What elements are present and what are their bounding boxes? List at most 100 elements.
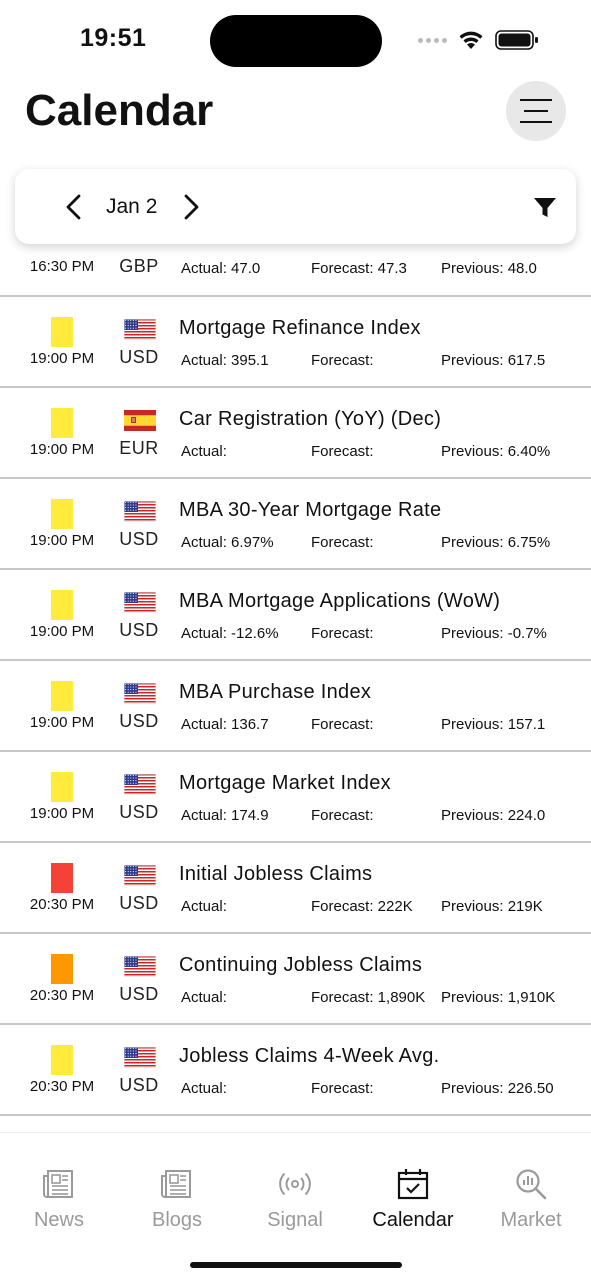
event-values: Actual: Forecast: Previous: 226.50 — [181, 1080, 581, 1100]
previous-value: Previous: 157.1 — [441, 716, 546, 733]
impact-indicator — [51, 317, 73, 347]
event-time: 20:30 PM — [29, 987, 95, 1004]
event-currency: USD — [119, 347, 159, 367]
status-time: 19:51 — [80, 24, 147, 52]
tab-calendar[interactable]: Calendar — [354, 1167, 472, 1232]
calendar-check-icon — [397, 1169, 429, 1200]
event-time: 19:00 PM — [29, 623, 95, 640]
filter-icon[interactable] — [531, 194, 559, 222]
event-name: Initial Jobless Claims — [179, 863, 373, 885]
event-currency: EUR — [119, 438, 159, 458]
actual-value: Actual: — [181, 1080, 227, 1097]
previous-value: Previous: 48.0 — [441, 260, 537, 277]
event-currency: USD — [119, 893, 159, 913]
actual-value: Actual: 6.97% — [181, 534, 274, 551]
event-values: Actual: 47.0 Forecast: 47.3 Previous: 48.0 — [181, 260, 581, 280]
event-row[interactable]: 20:30 PM USD Initial Jobless Claims Actual:… — [0, 843, 591, 934]
previous-value: Previous: 6.40% — [441, 443, 551, 460]
tab-blogs[interactable]: Blogs — [118, 1167, 236, 1232]
forecast-value: Forecast: — [311, 716, 374, 733]
event-time: 20:30 PM — [29, 1078, 95, 1095]
event-row[interactable]: 19:00 PM USD Mortgage Refinance Index Actua… — [0, 297, 591, 388]
us-flag-icon — [124, 592, 156, 613]
chevron-left-icon[interactable] — [59, 192, 89, 222]
tab-news[interactable]: News — [0, 1167, 118, 1232]
us-flag-icon — [124, 865, 156, 886]
event-time: 19:00 PM — [29, 441, 95, 458]
actual-value: Actual: 136.7 — [181, 716, 269, 733]
event-values: Actual: 395.1 Forecast: Previous: 617.5 — [181, 352, 581, 372]
event-time: 19:00 PM — [29, 532, 95, 549]
home-indicator — [190, 1262, 402, 1268]
event-name: Mortgage Market Index — [179, 772, 391, 794]
forecast-value: Forecast: — [311, 625, 374, 642]
tab-label: Signal — [267, 1209, 323, 1231]
event-row[interactable]: 19:00 PM USD MBA Mortgage Applications (Wo… — [0, 570, 591, 661]
us-flag-icon — [124, 774, 156, 795]
previous-value: Previous: 224.0 — [441, 807, 546, 824]
newspaper-icon — [43, 1170, 73, 1198]
actual-value: Actual: — [181, 443, 227, 460]
event-values: Actual: 6.97% Forecast: Previous: 6.75% — [181, 534, 581, 554]
impact-indicator — [51, 772, 73, 802]
previous-value: Previous: -0.7% — [441, 625, 547, 642]
previous-value: Previous: 219K — [441, 898, 543, 915]
actual-value: Actual: 395.1 — [181, 352, 269, 369]
forecast-value: Forecast: 1,890K — [311, 989, 426, 1006]
us-flag-icon — [124, 501, 156, 522]
battery-icon — [495, 30, 538, 50]
event-time: 16:30 PM — [29, 258, 95, 275]
impact-indicator — [51, 954, 73, 984]
event-name: Jobless Claims 4-Week Avg. — [179, 1045, 440, 1067]
actual-value: Actual: 47.0 — [181, 260, 261, 277]
event-name: MBA 30-Year Mortgage Rate — [179, 499, 442, 521]
tab-signal[interactable]: Signal — [236, 1167, 354, 1232]
event-row[interactable]: 16:30 PM GBP Actual: 47.0 Forecast: 47.3 Pre… — [0, 244, 591, 297]
chevron-right-icon[interactable] — [176, 192, 206, 222]
event-name: MBA Mortgage Applications (WoW) — [179, 590, 501, 612]
actual-value: Actual: 174.9 — [181, 807, 269, 824]
tab-label: Blogs — [151, 1209, 203, 1231]
event-row[interactable]: 19:00 PM USD MBA 30-Year Mortgage Rate Actu… — [0, 479, 591, 570]
wifi-icon — [459, 31, 483, 49]
event-row[interactable]: 20:30 PM USD Continuing Jobless Claims Actu… — [0, 934, 591, 1025]
event-name: MBA Purchase Index — [179, 681, 372, 703]
status-bar: 19:51 — [0, 0, 591, 80]
forecast-value: Forecast: — [311, 807, 374, 824]
event-row[interactable]: 20:30 PM USD Jobless Claims 4-Week Avg. Act… — [0, 1025, 591, 1116]
menu-button[interactable] — [506, 81, 566, 141]
us-flag-icon — [124, 683, 156, 704]
tab-label: Calendar — [372, 1209, 454, 1231]
event-values: Actual: Forecast: 222K Previous: 219K — [181, 898, 581, 918]
event-currency: USD — [119, 1075, 159, 1095]
event-values: Actual: 174.9 Forecast: Previous: 224.0 — [181, 807, 581, 827]
previous-value: Previous: 226.50 — [441, 1080, 554, 1097]
cellular-signal-icon — [418, 37, 447, 43]
event-currency: USD — [119, 984, 159, 1004]
broadcast-icon — [279, 1172, 311, 1196]
newspaper-icon — [161, 1170, 191, 1198]
forecast-value: Forecast: — [311, 1080, 374, 1097]
impact-indicator — [51, 863, 73, 893]
tab-bar: News Blogs Signal — [0, 1132, 591, 1280]
previous-value: Previous: 617.5 — [441, 352, 546, 369]
event-row[interactable]: 19:00 PM EUR Car Registration (YoY) (Dec) A… — [0, 388, 591, 479]
actual-value: Actual: — [181, 898, 227, 915]
chart-search-icon — [516, 1169, 547, 1200]
event-currency: GBP — [119, 256, 159, 276]
tab-market[interactable]: Market — [472, 1167, 590, 1232]
us-flag-icon — [124, 319, 156, 340]
event-row[interactable]: 19:00 PM USD MBA Purchase Index Actual: 136… — [0, 661, 591, 752]
event-values: Actual: Forecast: Previous: 6.40% — [181, 443, 581, 463]
spain-flag-icon — [124, 410, 156, 431]
event-list: 16:30 PM GBP Actual: 47.0 Forecast: 47.3 Pre… — [0, 244, 591, 1116]
impact-indicator — [51, 590, 73, 620]
event-time: 19:00 PM — [29, 350, 95, 367]
hamburger-menu-icon — [520, 99, 552, 123]
event-time: 19:00 PM — [29, 714, 95, 731]
event-values: Actual: 136.7 Forecast: Previous: 157.1 — [181, 716, 581, 736]
impact-indicator — [51, 1045, 73, 1075]
actual-value: Actual: -12.6% — [181, 625, 279, 642]
impact-indicator — [51, 408, 73, 438]
event-row[interactable]: 19:00 PM USD Mortgage Market Index Actual: … — [0, 752, 591, 843]
